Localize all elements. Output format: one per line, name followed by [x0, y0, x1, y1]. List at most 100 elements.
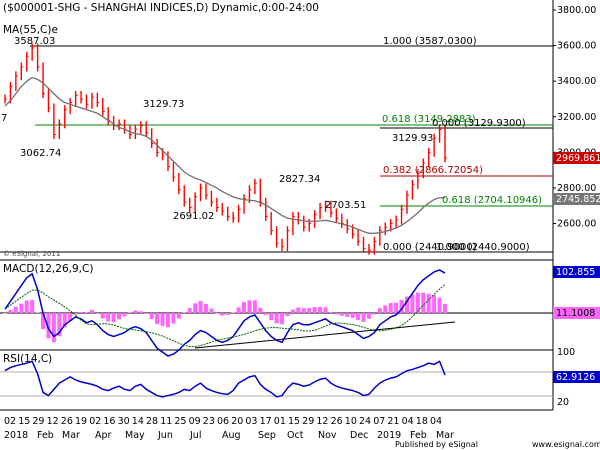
signal-value: 11.1008: [556, 308, 595, 319]
label-7: 7: [1, 113, 7, 124]
macd-hist-bar: [176, 313, 181, 319]
x-day-label: 28: [146, 416, 158, 427]
x-month-label: 2018: [4, 430, 28, 441]
macd-hist-bar: [366, 313, 371, 319]
macd-hist-bar: [394, 302, 399, 313]
macd-hist-bar: [198, 301, 203, 313]
x-day-label: 17: [260, 416, 272, 427]
macd-hist-bar: [8, 309, 13, 313]
x-day-label: 06: [217, 416, 229, 427]
macd-hist-bar: [377, 308, 382, 313]
publisher: Published by eSignal: [395, 440, 478, 449]
x-day-label: 03: [245, 416, 257, 427]
macd-hist-bar: [437, 297, 442, 313]
macd-hist-bar: [193, 303, 198, 313]
macd-hist-bar: [171, 313, 176, 324]
macd-hist-bar: [24, 300, 29, 313]
rsi-line: [4, 360, 446, 398]
x-day-label: 24: [359, 416, 371, 427]
macd-hist-bar: [290, 309, 295, 313]
price-tick-label: 3800.00: [557, 5, 596, 16]
x-day-label: 29: [302, 416, 314, 427]
macd-hist-bar: [296, 307, 301, 313]
macd-hist-bar: [263, 313, 268, 315]
fib-label-0382: 0.382 (2866.72054): [383, 165, 483, 176]
macd-hist-bar: [339, 313, 344, 316]
macd-hist-bar: [117, 313, 122, 320]
label-2691: 2691.02: [173, 211, 214, 222]
rsi-tick-label: 100: [557, 347, 575, 358]
fib-label-0000-low: 0.000 (2440.9000): [383, 242, 477, 253]
x-month-label: Mar: [436, 430, 454, 441]
macd-hist-bar: [182, 312, 187, 313]
x-month-label: May: [125, 430, 145, 441]
x-day-label: 15: [18, 416, 30, 427]
macd-hist-bar: [41, 313, 46, 330]
x-day-label: 25: [174, 416, 186, 427]
current-price-value: 2969.8613: [556, 153, 600, 164]
macd-hist-bar: [383, 305, 388, 313]
label-3062: 3062.74: [20, 148, 61, 159]
macd-hist-bar: [3, 313, 7, 314]
label-3129-93: 3129.93: [392, 133, 433, 144]
rsi-legend: RSI(14,C): [3, 353, 52, 365]
x-day-label: 11: [160, 416, 172, 427]
macd-hist-bar: [187, 308, 192, 313]
macd-value-box: [553, 266, 600, 278]
macd-hist-bar: [307, 307, 312, 313]
x-month-label: Feb: [37, 430, 54, 441]
x-month-label: Aug: [222, 430, 241, 441]
macd-hist-bar: [252, 300, 257, 313]
macd-hist-bar: [138, 311, 143, 313]
macd-hist-bar: [13, 306, 18, 313]
macd-hist-bar: [274, 313, 279, 324]
x-day-label: 04: [430, 416, 442, 427]
macd-hist-bar: [144, 313, 149, 314]
macd-hist-bar: [149, 313, 154, 320]
macd-hist-bar: [133, 310, 138, 313]
macd-hist-bar: [62, 313, 67, 328]
label-3129-73: 3129.73: [143, 99, 184, 110]
macd-hist-bar: [242, 302, 247, 313]
x-day-label: 21: [387, 416, 399, 427]
macd-hist-bar: [30, 299, 35, 313]
x-day-label: 02: [4, 416, 16, 427]
macd-hist-bar: [350, 313, 355, 318]
x-day-label: 15: [288, 416, 300, 427]
macd-hist-bar: [372, 313, 377, 315]
macd-hist-bar: [280, 313, 285, 325]
x-day-label: 30: [118, 416, 130, 427]
macd-hist-bar: [68, 313, 73, 321]
x-month-label: Mar: [62, 430, 80, 441]
price-tick-label: 3200.00: [557, 112, 596, 123]
macd-hist-bar: [160, 313, 165, 326]
macd-hist-bar: [328, 312, 333, 313]
price-tick-label: 2800.00: [557, 183, 596, 194]
macd-hist-bar: [345, 313, 350, 317]
x-day-label: 01: [274, 416, 286, 427]
x-month-label: 2019: [377, 430, 401, 441]
macd-hist-bar: [415, 292, 420, 313]
macd-hist-bar: [285, 313, 290, 317]
x-day-label: 26: [61, 416, 73, 427]
macd-hist-bar: [318, 306, 323, 313]
x-month-label: Dec: [350, 430, 368, 441]
x-day-label: 10: [345, 416, 357, 427]
x-axis: 02 15 29 12 26 19 02 16 30 14 28 11 25 09 23 06 20 03 17 01…: [4, 416, 454, 441]
x-day-label: 12: [316, 416, 328, 427]
macd-hist-bar: [220, 313, 225, 316]
fib-label-0000-mid: 0.000 (3129.9300): [432, 118, 526, 129]
ma-value: 2745.8526: [556, 194, 600, 205]
macd-hist-bar: [443, 303, 447, 313]
x-day-label: 12: [47, 416, 59, 427]
x-month-label: Oct: [287, 430, 304, 441]
macd-hist-bar: [89, 309, 94, 313]
macd-value: 102.855: [556, 267, 595, 278]
x-day-label: 29: [32, 416, 44, 427]
x-month-label: Feb: [410, 430, 427, 441]
price-tick-label: 3600.00: [557, 41, 596, 52]
macd-hist-bar: [203, 303, 208, 313]
price-bars: [4, 43, 447, 255]
x-month-label: Apr: [95, 430, 112, 441]
